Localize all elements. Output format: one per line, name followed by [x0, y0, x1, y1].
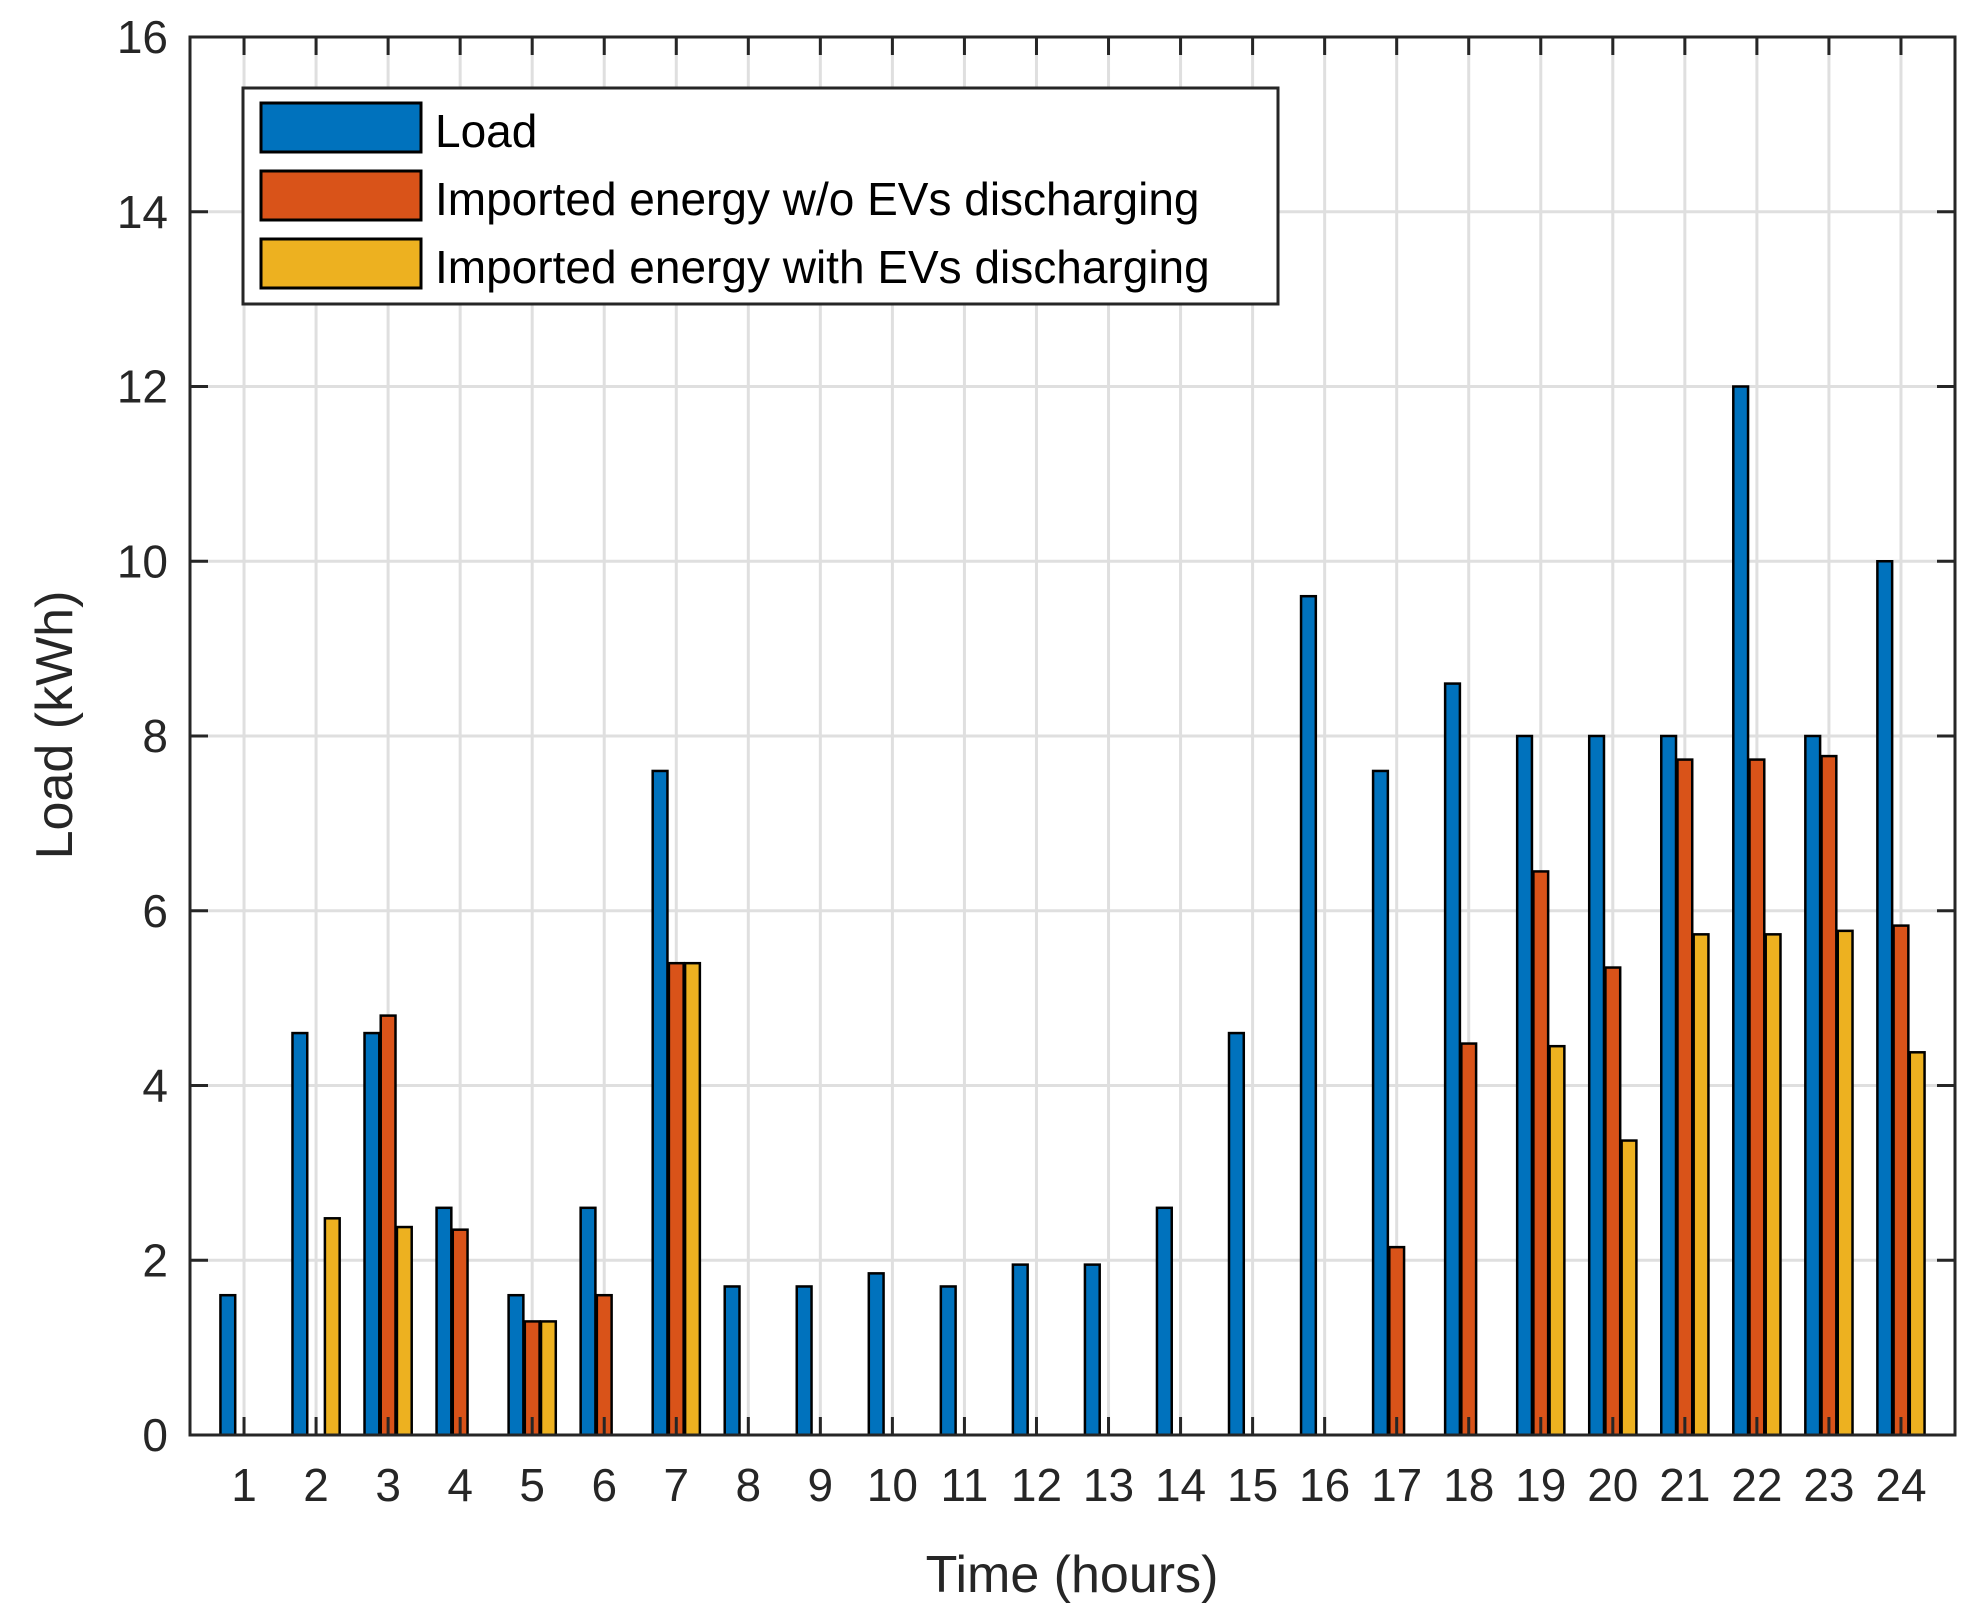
bar-imported-with-ev [1620, 1139, 1638, 1437]
x-tick-label: 18 [1443, 1459, 1494, 1511]
legend-swatch-imported-wo-ev [259, 169, 423, 222]
bar-imported-wo-ev [1532, 870, 1550, 1437]
bar-imported-with-ev [539, 1320, 558, 1437]
x-tick-label: 14 [1155, 1459, 1206, 1511]
bar-imported-with-ev [395, 1225, 413, 1437]
x-tick-label: 9 [808, 1459, 834, 1511]
axis-ticks [190, 35, 1955, 1437]
bar-imported-with-ev [323, 1217, 341, 1437]
bar-load [1732, 385, 1750, 1437]
bar-imported-wo-ev [379, 1014, 397, 1437]
bar-load [651, 769, 669, 1437]
x-tick-label: 10 [867, 1459, 918, 1511]
x-tick-label: 13 [1083, 1459, 1134, 1511]
bar-imported-wo-ev [667, 961, 685, 1437]
x-axis-label: Time (hours) [926, 1546, 1219, 1604]
bar-load [1155, 1206, 1173, 1437]
bar-imported-with-ev [1548, 1044, 1566, 1437]
x-tick-label: 2 [303, 1459, 329, 1511]
x-tick-label: 4 [447, 1459, 473, 1511]
x-tick-label: 23 [1803, 1459, 1854, 1511]
bar-imported-wo-ev [1820, 754, 1838, 1437]
bar-imported-wo-ev [1676, 758, 1694, 1437]
bar-imported-wo-ev [1892, 924, 1910, 1437]
bar-load [1371, 769, 1390, 1437]
x-tick-label: 21 [1659, 1459, 1710, 1511]
bar-imported-wo-ev [595, 1293, 613, 1437]
bar-load [507, 1293, 525, 1437]
y-tick-labels: 0 2 4 6 8 10 12 14 16 [117, 11, 168, 1461]
bar-imported-wo-ev [1388, 1245, 1406, 1437]
bar-load [939, 1285, 957, 1437]
legend-label-imported-wo-ev: Imported energy w/o EVs discharging [435, 173, 1200, 225]
y-tick-label: 16 [117, 11, 168, 63]
y-tick-label: 0 [142, 1409, 168, 1461]
bar-load [435, 1206, 453, 1437]
bar-load [1443, 682, 1462, 1437]
y-tick-label: 6 [142, 885, 168, 937]
bar-load [1660, 734, 1678, 1437]
x-tick-label: 3 [375, 1459, 401, 1511]
x-tick-label: 5 [519, 1459, 545, 1511]
x-tick-label: 8 [736, 1459, 762, 1511]
x-tick-label: 15 [1227, 1459, 1278, 1511]
y-axis-label: Load (kWh) [26, 591, 84, 860]
bar-load [219, 1293, 237, 1437]
y-tick-label: 14 [117, 186, 168, 238]
bar-load [867, 1272, 885, 1437]
bar-load [363, 1031, 381, 1437]
x-tick-label: 19 [1515, 1459, 1566, 1511]
bar-load [1083, 1263, 1101, 1437]
x-tick-label: 16 [1299, 1459, 1350, 1511]
bar-load [579, 1206, 597, 1437]
y-tick-label: 4 [142, 1060, 168, 1112]
bar-imported-wo-ev [1460, 1042, 1478, 1437]
x-tick-label: 17 [1371, 1459, 1422, 1511]
y-tick-label: 2 [142, 1234, 168, 1286]
x-tick-label: 7 [663, 1459, 689, 1511]
y-tick-label: 12 [117, 361, 168, 413]
bar-load [795, 1285, 813, 1437]
legend-swatch-imported-with-ev [259, 237, 423, 290]
y-tick-label: 10 [117, 535, 168, 587]
legend: Load Imported energy w/o EVs discharging… [241, 86, 1280, 306]
legend-label-load: Load [435, 105, 537, 157]
bar-imported-with-ev [1692, 933, 1710, 1437]
x-tick-label: 11 [941, 1459, 989, 1511]
bar-load [1876, 560, 1894, 1437]
y-tick-label: 8 [142, 710, 168, 762]
x-tick-label: 24 [1875, 1459, 1926, 1511]
bar-load [1804, 734, 1822, 1437]
bar-imported-wo-ev [1748, 758, 1766, 1437]
legend-label-imported-with-ev: Imported energy with EVs discharging [435, 241, 1210, 293]
bar-load [1011, 1263, 1029, 1437]
bar-imported-wo-ev [1604, 966, 1622, 1437]
bar-load [723, 1285, 741, 1437]
bar-load [1299, 594, 1318, 1437]
bar-load [1515, 734, 1534, 1437]
x-tick-label: 6 [591, 1459, 617, 1511]
legend-swatch-load [259, 101, 423, 154]
bar-load [1587, 734, 1606, 1437]
bar-imported-with-ev [1908, 1051, 1926, 1437]
bar-imported-with-ev [683, 961, 702, 1437]
bar-imported-with-ev [1836, 929, 1854, 1437]
x-tick-label: 22 [1731, 1459, 1782, 1511]
x-tick-label: 12 [1011, 1459, 1062, 1511]
bar-load [291, 1031, 309, 1437]
bar-load [1227, 1031, 1246, 1437]
x-tick-labels: 1 2 3 4 5 6 7 8 9 10 11 12 13 14 15 16 17 18 19 20 21 22 23 24 [231, 1459, 1926, 1511]
bar-imported-with-ev [1764, 933, 1782, 1437]
x-tick-label: 1 [231, 1459, 257, 1511]
x-tick-label: 20 [1587, 1459, 1638, 1511]
bar-imported-wo-ev [451, 1228, 469, 1437]
